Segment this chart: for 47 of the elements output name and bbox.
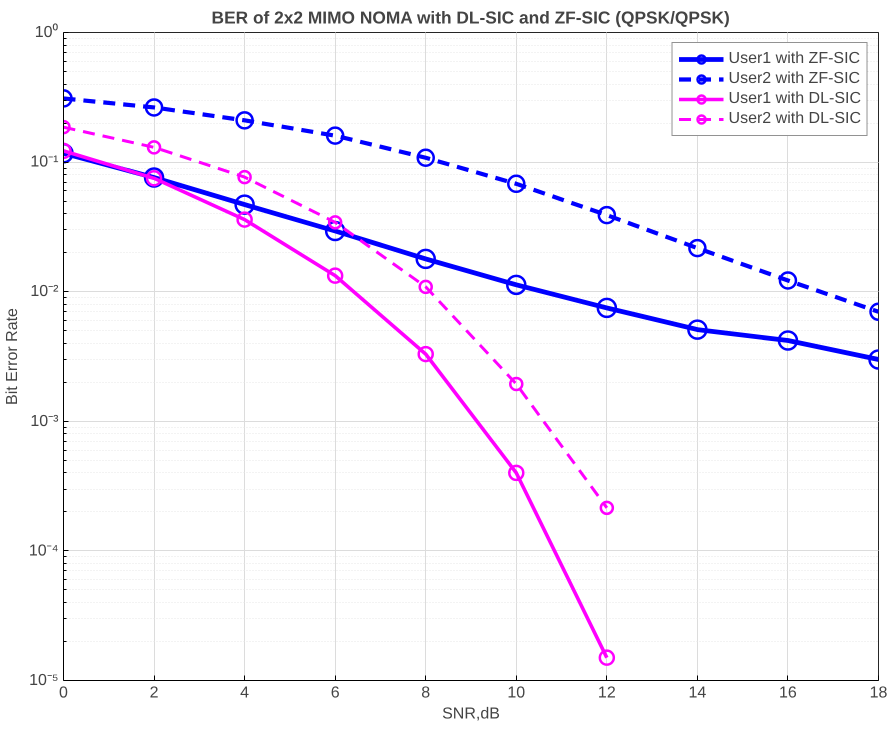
y-tick-label: 10⁻² (30, 283, 60, 300)
x-tick-label: 0 (59, 684, 68, 702)
point (687, 319, 708, 340)
point (688, 238, 707, 258)
point (236, 211, 253, 228)
point (600, 500, 614, 516)
point (417, 346, 434, 362)
y-axis-title: Bit Error Rate (4, 308, 21, 405)
y-tick-label: 10⁻⁴ (28, 542, 59, 560)
x-tick-label: 4 (240, 684, 250, 702)
point (598, 649, 616, 666)
point (509, 376, 524, 392)
point (596, 298, 618, 318)
x-tick-label: 14 (688, 684, 706, 702)
point (507, 174, 526, 194)
point (237, 170, 252, 184)
y-tick-label: 10⁻⁵ (29, 672, 59, 689)
point (144, 98, 164, 117)
legend-label: User2 with ZF-SIC (728, 70, 860, 88)
point (598, 206, 616, 224)
point (508, 464, 525, 482)
legend-label: User1 with ZF-SIC (728, 50, 860, 68)
point (328, 215, 342, 230)
point (146, 140, 162, 155)
point (418, 280, 433, 294)
point (778, 271, 798, 290)
point (326, 267, 344, 284)
y-tick-label: 10⁻¹ (30, 154, 58, 171)
legend-label: User1 with DL-SIC (728, 90, 861, 108)
point (778, 330, 798, 351)
x-tick-label: 8 (421, 684, 430, 702)
x-tick-label: 10 (507, 684, 526, 702)
point (415, 248, 436, 270)
point (326, 126, 344, 145)
x-axis-title: SNR,dB (442, 706, 500, 722)
x-tick-label: 16 (779, 684, 797, 702)
x-tick-label: 12 (598, 684, 616, 702)
chart-title: BER of 2x2 MIMO NOMA with DL-SIC and ZF-SIC (QPSK/QPSK) (212, 8, 730, 28)
y-tick-label: 10⁻³ (30, 412, 60, 430)
point (235, 111, 254, 130)
point (416, 148, 435, 167)
y-tick-label: 10⁰ (34, 23, 58, 41)
point (506, 274, 527, 296)
x-tick-label: 18 (870, 684, 888, 702)
x-tick-label: 6 (330, 684, 340, 702)
x-tick-label: 2 (150, 684, 159, 702)
legend-label: User2 with DL-SIC (728, 110, 861, 128)
